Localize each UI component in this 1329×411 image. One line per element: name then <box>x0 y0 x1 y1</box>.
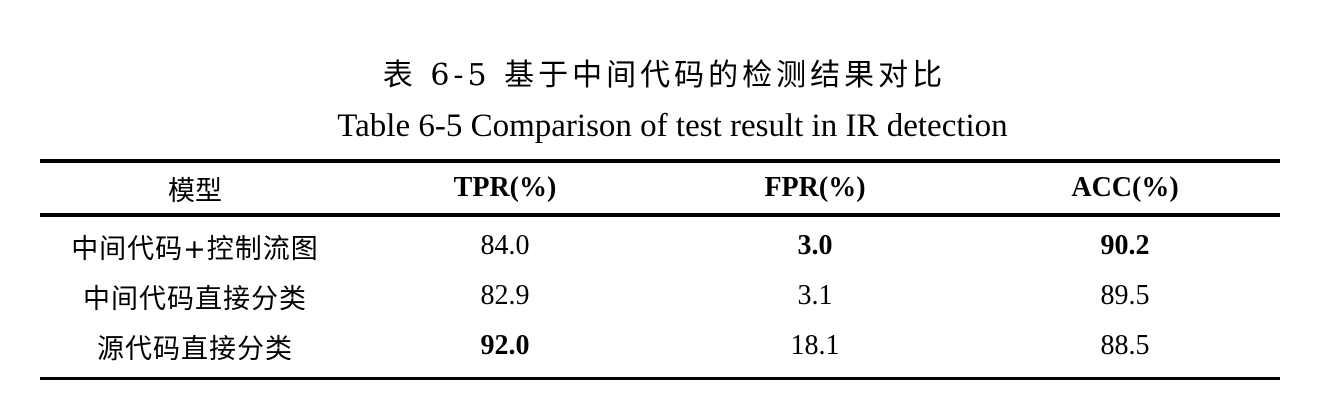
header-fpr: FPR(%) <box>660 161 970 217</box>
tpr-cell: 84.0 <box>480 230 530 261</box>
acc-cell: 90.2 <box>1100 230 1150 261</box>
acc-cell: 89.5 <box>1100 280 1150 311</box>
results-table: 模型 TPR(%) FPR(%) ACC(%) 中间代码+控制流图 84.0 3… <box>40 159 1280 380</box>
fpr-cell: 3.1 <box>797 280 833 311</box>
model-name-cell: 中间代码+控制流图 <box>71 233 319 265</box>
fpr-cell: 18.1 <box>790 330 840 361</box>
table-body: 中间代码+控制流图 84.0 3.0 90.2 中间代码直接分类 82.9 3.… <box>40 215 1280 379</box>
tpr-cell: 92.0 <box>480 330 530 361</box>
tpr-cell: 82.9 <box>480 280 530 311</box>
fpr-cell: 3.0 <box>797 230 833 261</box>
header-acc: ACC(%) <box>970 161 1280 217</box>
table-caption-english: Table 6-5 Comparison of test result in I… <box>337 108 1008 144</box>
table-row: 中间代码直接分类 82.9 3.1 89.5 <box>40 271 1280 321</box>
table-row: 中间代码+控制流图 84.0 3.0 90.2 <box>40 215 1280 271</box>
table-caption-chinese: 表 6-5 基于中间代码的检测结果对比 <box>382 58 947 93</box>
acc-cell: 88.5 <box>1100 330 1150 361</box>
model-name-cell: 中间代码直接分类 <box>83 283 307 315</box>
table-row: 源代码直接分类 92.0 18.1 88.5 <box>40 321 1280 379</box>
table-header: 模型 TPR(%) FPR(%) ACC(%) <box>40 161 1280 217</box>
model-name-cell: 源代码直接分类 <box>97 333 293 365</box>
header-row: 模型 TPR(%) FPR(%) ACC(%) <box>40 161 1280 217</box>
header-tpr: TPR(%) <box>350 161 660 217</box>
header-model: 模型 <box>40 161 350 217</box>
